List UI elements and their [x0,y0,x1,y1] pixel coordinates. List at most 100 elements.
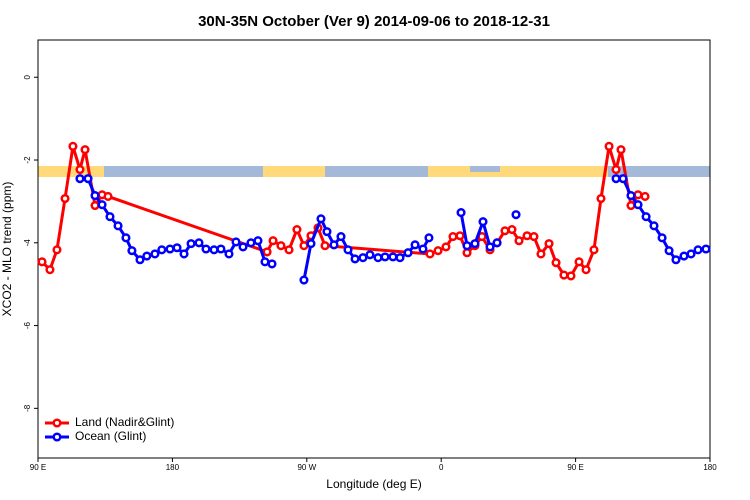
data-point [179,249,189,259]
y-tick-label: -8 [23,404,32,412]
data-point [462,241,472,251]
y-tick-label: -2 [23,156,32,164]
data-point [462,248,472,258]
data-point [679,251,689,261]
data-point [306,239,316,249]
data-point [262,247,272,257]
y-tick-label: 0 [23,74,32,79]
legend: Land (Nadir&Glint)Ocean (Glint) [40,411,190,447]
series-line [40,145,646,278]
data-point [596,193,606,204]
data-point [395,253,405,263]
data-point [671,255,681,265]
data-point [68,141,78,151]
data-point [581,265,591,275]
data-point [470,239,480,249]
data-point [358,253,368,263]
data-point [424,233,434,243]
legend-label: Ocean (Glint) [75,429,146,443]
data-point [292,224,302,235]
data-point [186,239,196,249]
x-tick-label: 90 W [297,463,316,472]
data-point [268,236,278,246]
data-point [253,236,263,246]
data-point [604,141,614,151]
data-point [418,244,428,254]
data-point [135,255,145,265]
data-point [574,257,584,267]
data-point [633,200,643,210]
data-point [201,244,211,254]
data-point [103,191,113,201]
data-point [322,227,332,237]
data-point [626,191,636,201]
data-point [75,174,85,184]
data-point [83,174,93,184]
data-point [299,241,309,251]
data-point [209,245,219,255]
data-point [37,257,47,267]
data-point [456,208,466,218]
data-point [60,193,70,204]
data-point [640,191,650,201]
data-point [284,245,294,255]
data-point [701,244,711,254]
data-point [299,275,309,285]
x-tick-label: 0 [439,463,444,472]
data-point [611,164,621,175]
data-point [336,232,346,242]
x-tick-label: 90 E [30,463,46,472]
data-point [329,240,339,250]
data-point [433,246,443,256]
data-point [522,231,532,241]
data-point [172,243,182,253]
ocean-band [470,166,500,172]
y-tick-label: -6 [23,321,32,329]
data-point [343,245,353,255]
data-point [410,240,420,250]
data-point [90,191,100,201]
data-point [559,270,569,280]
data-point [380,252,390,262]
data-point [686,249,696,259]
data-point [693,245,703,255]
data-point [52,245,62,255]
data-point [90,200,100,211]
data-point [216,244,226,254]
land-band [38,166,104,177]
data-point [150,249,160,259]
land-mask-band [38,166,710,177]
data-point [455,231,465,241]
data-point [514,236,524,246]
x-tick-label: 180 [703,463,717,472]
data-point [589,245,599,255]
data-point [320,241,330,251]
data-point [448,232,458,242]
x-tick-label: 180 [166,463,180,472]
data-point [641,212,651,222]
data-point [165,244,175,254]
data-point [105,212,115,222]
ocean-band [38,166,710,177]
data-point [485,242,495,252]
data-point [511,210,521,220]
data-point [664,246,674,256]
x-tick-label: 90 E [567,463,583,472]
data-point [626,200,636,211]
data-point [618,174,628,184]
data-point [365,250,375,260]
data-point [246,238,256,248]
land-band [263,166,325,177]
data-point [97,200,107,210]
data-point [267,259,277,269]
data-point [441,242,451,252]
series-line [616,177,707,262]
data-point [113,221,123,231]
data-point [425,249,435,259]
data-point [388,252,398,262]
data-point [276,241,286,251]
data-point [45,265,55,275]
data-point [616,145,626,155]
data-point [633,190,643,200]
